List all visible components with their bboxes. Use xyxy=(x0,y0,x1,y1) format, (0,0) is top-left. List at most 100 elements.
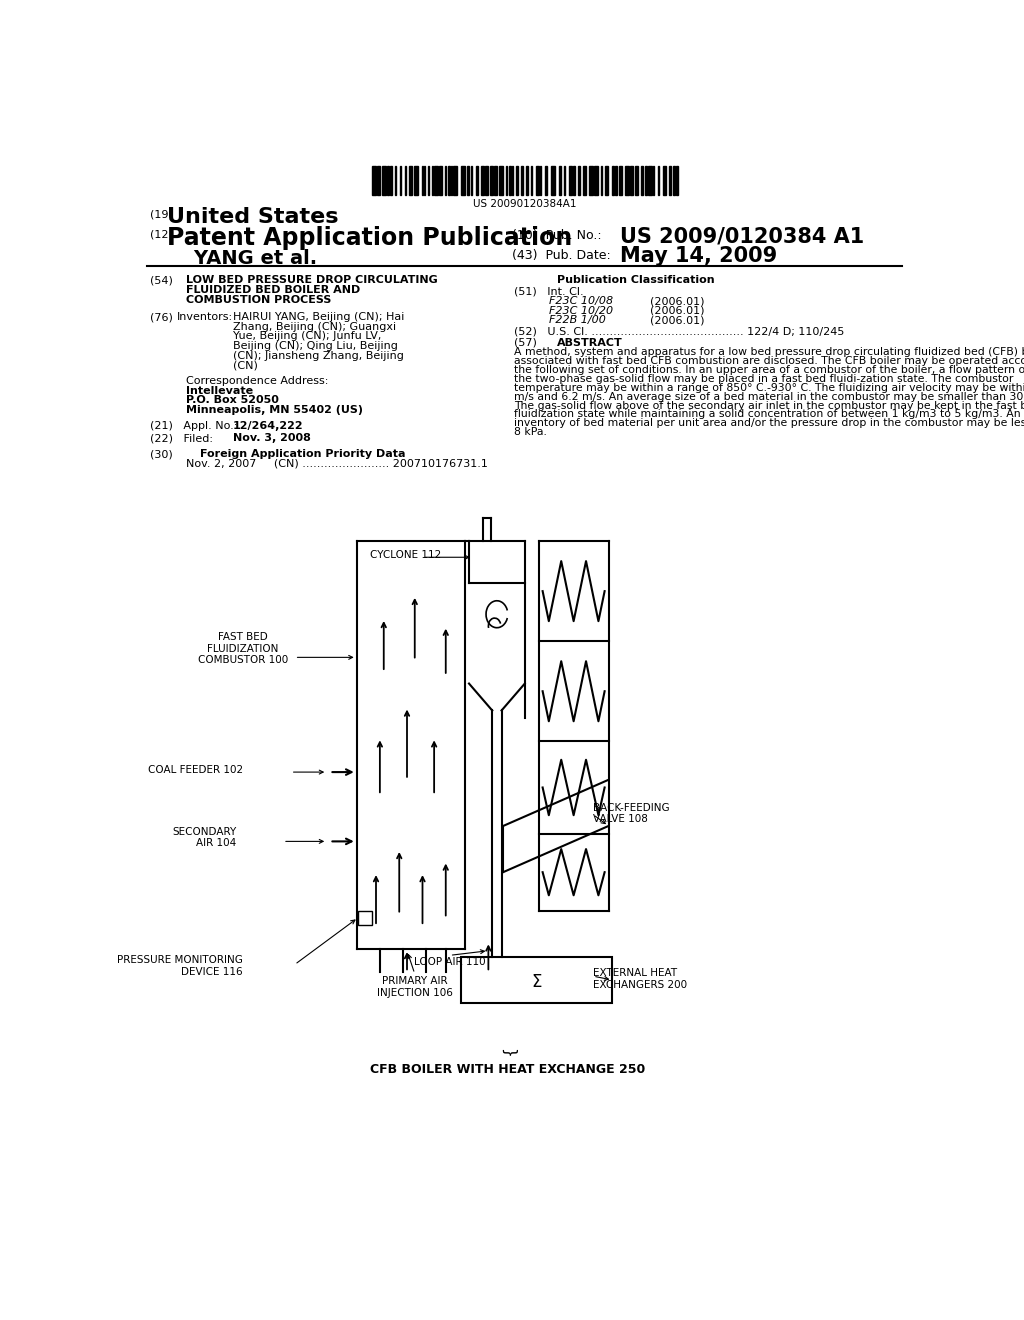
Bar xyxy=(509,166,511,195)
Bar xyxy=(444,166,445,195)
Text: temperature may be within a range of 850° C.-930° C. The fluidizing air velocity: temperature may be within a range of 850… xyxy=(514,383,1024,393)
Bar xyxy=(604,166,608,195)
Text: 8 kPa.: 8 kPa. xyxy=(514,428,547,437)
Text: (21)   Appl. No.:: (21) Appl. No.: xyxy=(150,421,238,430)
Text: YANG et al.: YANG et al. xyxy=(167,249,316,268)
Text: United States: United States xyxy=(167,207,338,227)
Text: Yue, Beijing (CN); Junfu LV,: Yue, Beijing (CN); Junfu LV, xyxy=(232,331,381,342)
Bar xyxy=(512,166,513,195)
Bar xyxy=(676,166,678,195)
Text: BACK-FEEDING
VALVE 108: BACK-FEEDING VALVE 108 xyxy=(593,803,670,825)
Bar xyxy=(454,166,458,195)
Bar xyxy=(390,166,392,195)
Text: 12/264,222: 12/264,222 xyxy=(232,421,303,430)
Text: Zhang, Beijing (CN); Guangxi: Zhang, Beijing (CN); Guangxi xyxy=(232,322,395,331)
Bar xyxy=(645,166,646,195)
Text: (12): (12) xyxy=(150,230,173,239)
Text: ABSTRACT: ABSTRACT xyxy=(557,338,623,347)
Bar xyxy=(551,166,555,195)
Text: Intellevate: Intellevate xyxy=(186,385,253,396)
Bar xyxy=(625,166,629,195)
Bar xyxy=(670,166,671,195)
Text: HAIRUI YANG, Beijing (CN); Hai: HAIRUI YANG, Beijing (CN); Hai xyxy=(232,312,404,322)
Bar xyxy=(372,166,376,195)
Bar xyxy=(641,166,643,195)
Text: fluidization state while maintaining a solid concentration of between 1 kg/m3 to: fluidization state while maintaining a s… xyxy=(514,409,1021,420)
Bar xyxy=(467,166,469,195)
Text: Nov. 3, 2008: Nov. 3, 2008 xyxy=(232,433,310,444)
Bar xyxy=(516,166,518,195)
Text: F23C 10/20: F23C 10/20 xyxy=(549,306,613,315)
Bar xyxy=(595,166,598,195)
Text: CFB BOILER WITH HEAT EXCHANGE 250: CFB BOILER WITH HEAT EXCHANGE 250 xyxy=(370,1063,645,1076)
Bar xyxy=(526,166,528,195)
Text: Nov. 2, 2007     (CN) ........................ 200710176731.1: Nov. 2, 2007 (CN) ......................… xyxy=(186,459,488,469)
Text: m/s and 6.2 m/s. An average size of a bed material in the combustor may be small: m/s and 6.2 m/s. An average size of a be… xyxy=(514,392,1024,401)
Bar xyxy=(406,166,407,195)
Bar xyxy=(545,166,548,195)
Text: May 14, 2009: May 14, 2009 xyxy=(621,246,777,267)
Text: US 20090120384A1: US 20090120384A1 xyxy=(473,199,577,209)
Bar xyxy=(400,166,401,195)
Text: (57): (57) xyxy=(514,338,537,347)
Bar xyxy=(506,166,507,195)
Text: (51)   Int. Cl.: (51) Int. Cl. xyxy=(514,286,584,297)
Text: the two-phase gas-solid flow may be placed in a fast bed fluidi-zation state. Th: the two-phase gas-solid flow may be plac… xyxy=(514,374,1014,384)
Bar xyxy=(653,166,654,195)
Bar xyxy=(471,166,472,195)
Bar xyxy=(559,166,561,195)
Text: }: } xyxy=(500,1048,515,1057)
Bar xyxy=(490,166,493,195)
Text: (2006.01): (2006.01) xyxy=(649,296,705,306)
Text: F23C 10/08: F23C 10/08 xyxy=(549,296,613,306)
Bar xyxy=(572,166,575,195)
Text: EXTERNAL HEAT
EXCHANGERS 200: EXTERNAL HEAT EXCHANGERS 200 xyxy=(593,969,687,990)
Bar xyxy=(461,166,465,195)
Bar xyxy=(540,166,541,195)
Text: Correspondence Address:: Correspondence Address: xyxy=(186,376,329,385)
Text: COAL FEEDER 102: COAL FEEDER 102 xyxy=(147,764,243,775)
Text: Inventors:: Inventors: xyxy=(177,312,232,322)
Text: LOW BED PRESSURE DROP CIRCULATING: LOW BED PRESSURE DROP CIRCULATING xyxy=(186,276,438,285)
Text: Patent Application Publication: Patent Application Publication xyxy=(167,226,572,251)
Bar xyxy=(422,166,423,195)
Text: Minneapolis, MN 55402 (US): Minneapolis, MN 55402 (US) xyxy=(186,405,364,414)
Text: (43)  Pub. Date:: (43) Pub. Date: xyxy=(512,249,610,263)
Bar xyxy=(583,166,586,195)
Bar xyxy=(635,166,638,195)
Text: (CN); Jiansheng Zhang, Beijing: (CN); Jiansheng Zhang, Beijing xyxy=(232,351,403,360)
Bar xyxy=(612,166,613,195)
Text: (76): (76) xyxy=(150,312,173,322)
Bar xyxy=(395,166,396,195)
Bar xyxy=(432,166,433,195)
Bar xyxy=(658,166,659,195)
Bar xyxy=(387,166,389,195)
Bar xyxy=(434,166,438,195)
Text: Beijing (CN); Qing Liu, Beijing: Beijing (CN); Qing Liu, Beijing xyxy=(232,341,397,351)
Bar xyxy=(564,166,565,195)
Bar xyxy=(414,166,418,195)
Text: Foreign Application Priority Data: Foreign Application Priority Data xyxy=(200,449,406,459)
Bar xyxy=(481,166,484,195)
Bar xyxy=(424,166,426,195)
Text: (2006.01): (2006.01) xyxy=(649,315,705,326)
Bar xyxy=(476,166,477,195)
Text: FAST BED
FLUIDIZATION
COMBUSTOR 100: FAST BED FLUIDIZATION COMBUSTOR 100 xyxy=(198,632,288,665)
Text: (30): (30) xyxy=(150,449,172,459)
Text: PRIMARY AIR
INJECTION 106: PRIMARY AIR INJECTION 106 xyxy=(377,977,453,998)
Text: (10)  Pub. No.:: (10) Pub. No.: xyxy=(512,230,601,243)
Text: (19): (19) xyxy=(150,210,173,220)
Bar xyxy=(648,166,651,195)
Text: associated with fast bed CFB combustion are disclosed. The CFB boiler may be ope: associated with fast bed CFB combustion … xyxy=(514,356,1024,366)
Bar xyxy=(449,166,450,195)
Bar xyxy=(495,166,497,195)
Text: Publication Classification: Publication Classification xyxy=(557,276,714,285)
Bar xyxy=(439,166,442,195)
Bar xyxy=(530,166,532,195)
Text: the following set of conditions. In an upper area of a combustor of the boiler, : the following set of conditions. In an u… xyxy=(514,366,1024,375)
Bar xyxy=(358,911,372,924)
Bar xyxy=(664,166,666,195)
Text: inventory of bed material per unit area and/or the pressure drop in the combusto: inventory of bed material per unit area … xyxy=(514,418,1024,428)
Bar xyxy=(521,166,523,195)
Bar xyxy=(461,957,612,1003)
